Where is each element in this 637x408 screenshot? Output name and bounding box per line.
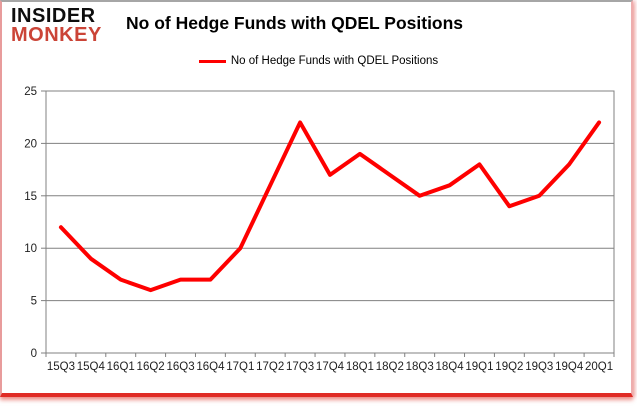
- chart-title: No of Hedge Funds with QDEL Positions: [126, 13, 464, 33]
- x-axis-label: 19Q2: [495, 361, 523, 373]
- legend-line-swatch: [198, 60, 226, 63]
- x-axis-label: 19Q1: [465, 361, 493, 373]
- x-axis-label: 16Q2: [137, 361, 165, 373]
- logo-monkey-text: MONKEY: [11, 24, 102, 47]
- y-axis-label: 25: [24, 86, 37, 98]
- x-axis-label: 18Q3: [406, 361, 434, 373]
- x-axis-label: 17Q3: [286, 361, 314, 373]
- x-axis-label: 15Q4: [77, 361, 106, 373]
- plot-border: [45, 90, 615, 354]
- insider-monkey-logo: INSIDER MONKEY: [11, 6, 102, 46]
- y-axis-label: 10: [24, 243, 37, 255]
- x-axis-label: 19Q3: [525, 361, 553, 373]
- x-axis-label: 17Q2: [256, 361, 284, 373]
- chart-legend: No of Hedge Funds with QDEL Positions: [0, 55, 637, 67]
- legend-label: No of Hedge Funds with QDEL Positions: [230, 55, 439, 67]
- x-axis-label: 19Q4: [555, 361, 584, 373]
- logo-insider-text: INSIDER: [11, 5, 96, 27]
- x-axis-label: 18Q4: [436, 361, 465, 373]
- x-axis-label: 18Q1: [346, 361, 374, 373]
- x-axis-label: 15Q3: [47, 361, 75, 373]
- x-axis-label: 17Q1: [226, 361, 254, 373]
- x-axis-label: 17Q4: [316, 361, 345, 373]
- x-axis-label: 16Q4: [196, 361, 225, 373]
- series-line: [58, 120, 602, 293]
- x-axis-label: 20Q1: [585, 361, 613, 373]
- y-axis-label: 15: [24, 191, 37, 203]
- x-axis-label: 16Q3: [166, 361, 194, 373]
- y-axis-label: 0: [31, 348, 37, 360]
- y-axis-label: 5: [31, 296, 37, 308]
- x-axis-label: 16Q1: [107, 361, 135, 373]
- x-axis-label: 18Q2: [376, 361, 404, 373]
- y-axis-label: 20: [24, 138, 37, 150]
